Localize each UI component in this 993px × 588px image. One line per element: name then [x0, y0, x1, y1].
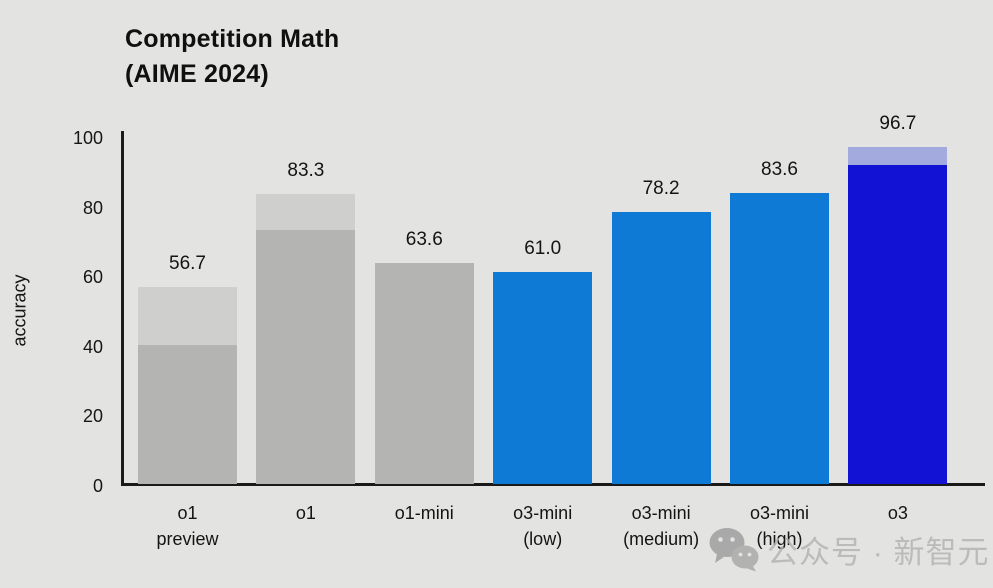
y-axis-tick-label: 60 — [82, 267, 103, 288]
chart-title-line1: Competition Math — [125, 25, 340, 53]
y-axis-tick-label: 0 — [92, 476, 103, 496]
bar-solid-segment — [138, 344, 237, 484]
bar-value-label: 96.7 — [879, 113, 917, 135]
x-axis-line — [121, 483, 985, 486]
bar — [138, 286, 237, 484]
bar-value-label: 83.6 — [761, 159, 798, 181]
bar-solid-segment — [848, 165, 948, 484]
plot-area: 0 20 40 60 80 100 56.7 o1 preview 83.3 o1 63.6 o1-m… — [73, 113, 985, 549]
bar — [493, 271, 593, 484]
x-axis-category-label: o3-mini (medium) — [623, 503, 700, 549]
chart-title: Competition Math (AIME 2024) — [125, 22, 339, 92]
bar — [374, 262, 474, 484]
y-axis-tick-label: 20 — [82, 406, 103, 427]
bar-solid-segment — [611, 211, 711, 484]
bar-solid-segment — [374, 262, 474, 484]
bar — [256, 194, 356, 484]
y-axis-tick-label: 100 — [72, 128, 103, 148]
chart-title-line2: (AIME 2024) — [125, 60, 269, 88]
bar-solid-segment — [493, 271, 593, 484]
x-axis-category-label: o3-mini (low) — [513, 503, 573, 549]
bar — [730, 193, 829, 484]
bar — [848, 147, 948, 484]
y-axis-line — [121, 131, 124, 486]
bar-value-label: 83.3 — [287, 160, 325, 182]
y-axis-tick-label: 80 — [82, 197, 103, 218]
bar-value-label: 56.7 — [169, 252, 206, 274]
x-axis-category-label: o3 — [887, 503, 908, 523]
bar-value-label: 63.6 — [405, 228, 443, 250]
bar-value-label: 61.0 — [524, 237, 562, 259]
y-axis-label: accuracy — [9, 274, 30, 347]
bar — [611, 211, 711, 484]
x-axis-category-label: o1 preview — [156, 503, 219, 549]
x-axis-category-label: o3-mini (high) — [749, 503, 810, 549]
bar-solid-segment — [730, 193, 829, 484]
bar-value-label: 78.2 — [642, 177, 680, 199]
x-axis-category-label: o1-mini — [394, 503, 454, 523]
x-axis-category-label: o1 — [295, 503, 316, 523]
bar-solid-segment — [256, 229, 356, 484]
y-axis-tick-label: 40 — [82, 336, 103, 357]
